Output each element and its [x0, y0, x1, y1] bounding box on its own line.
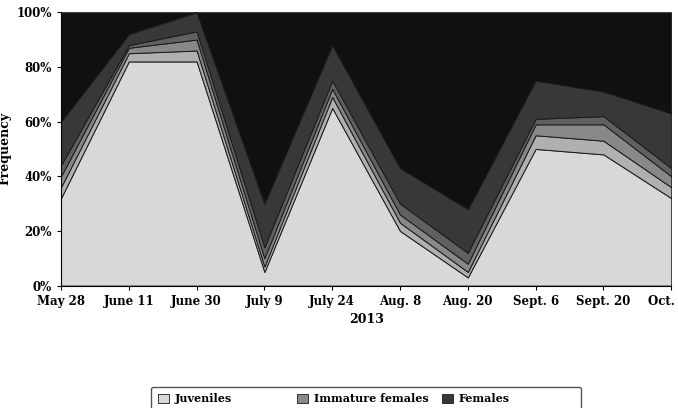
Y-axis label: Frequency: Frequency: [0, 112, 11, 186]
X-axis label: 2013: 2013: [348, 313, 384, 326]
Legend: Juveniles, Immatures males, Immature females, Males, Females, Ovigerous females: Juveniles, Immatures males, Immature fem…: [151, 387, 581, 408]
